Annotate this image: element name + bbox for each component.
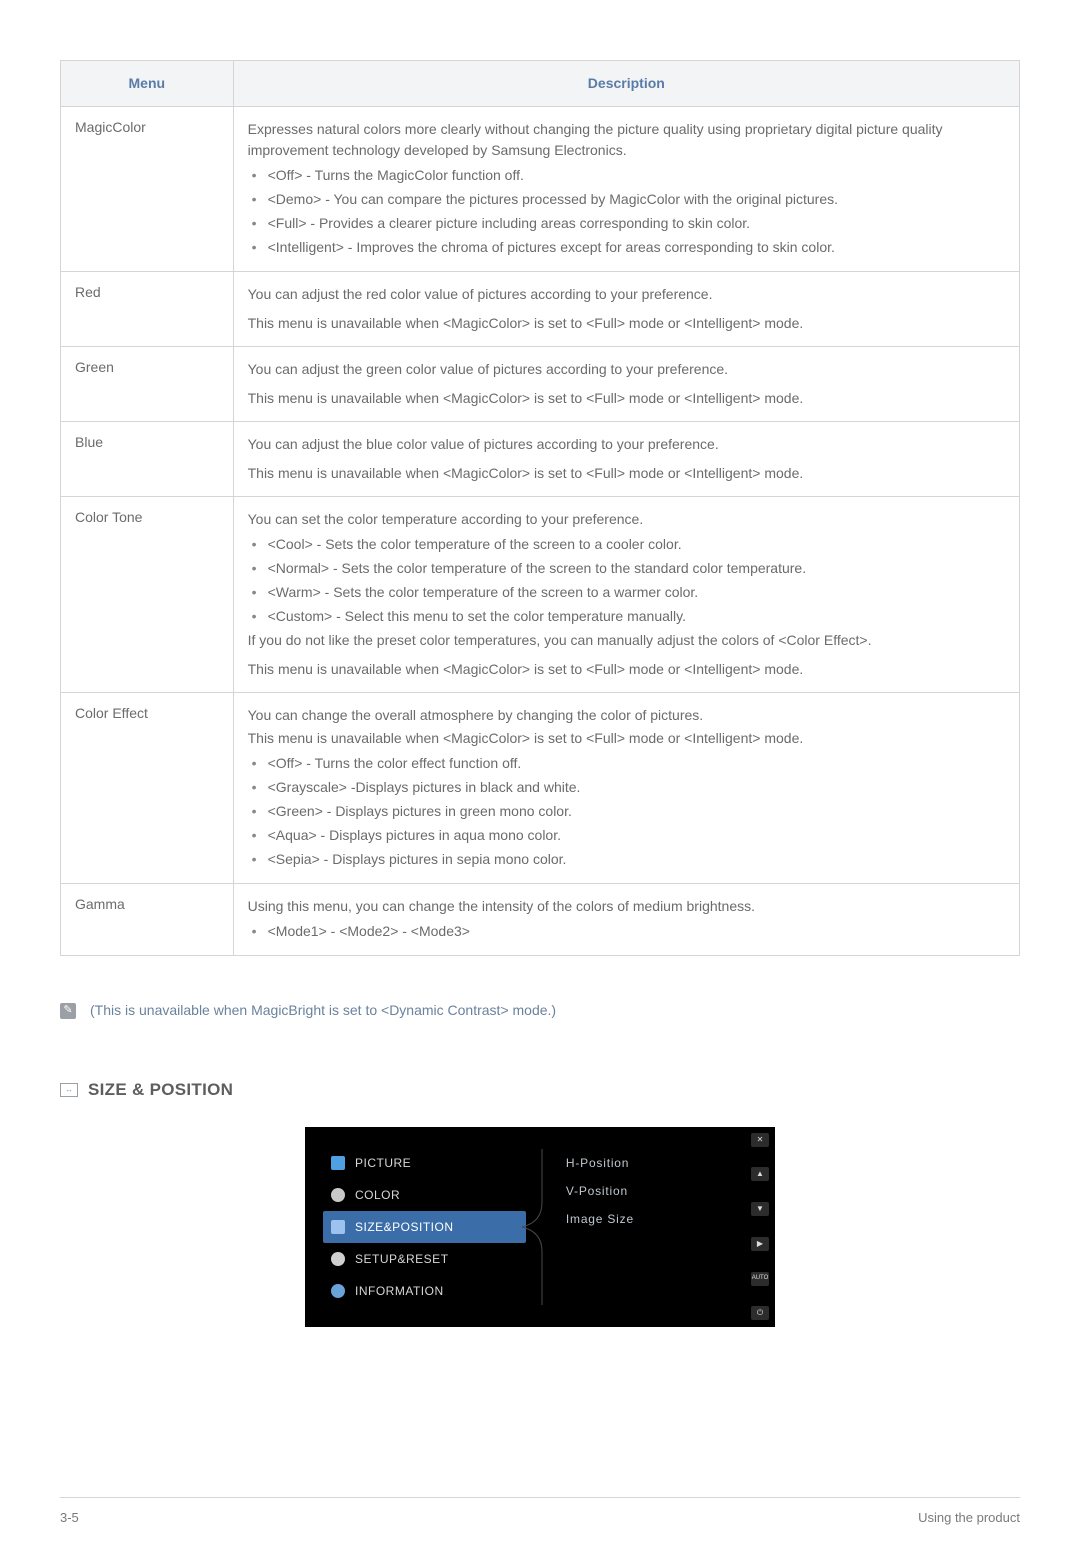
menu-name-cell: MagicColor: [61, 107, 234, 272]
bullet-item: <Demo> - You can compare the pictures pr…: [250, 189, 1005, 210]
osd-sub-vposition: V-Position: [566, 1177, 735, 1205]
osd-label-picture: PICTURE: [355, 1154, 411, 1172]
bullet-item: <Mode1> - <Mode2> - <Mode3>: [250, 921, 1005, 942]
footer-page-number: 3-5: [60, 1508, 79, 1528]
description-cell: You can set the color temperature accord…: [233, 497, 1019, 693]
osd-sub-imagesize: Image Size: [566, 1205, 735, 1233]
table-row: Blue You can adjust the blue color value …: [61, 422, 1020, 497]
description-intro: You can adjust the red color value of pi…: [248, 284, 1005, 305]
setup-icon: [331, 1252, 345, 1266]
close-icon: ✕: [751, 1133, 769, 1147]
auto-icon: AUTO: [751, 1272, 769, 1286]
table-row: MagicColor Expresses natural colors more …: [61, 107, 1020, 272]
bullet-list: <Mode1> - <Mode2> - <Mode3>: [248, 921, 1005, 942]
description-afterbullets: If you do not like the preset color temp…: [248, 630, 1005, 651]
bullet-item: <Cool> - Sets the color temperature of t…: [250, 534, 1005, 555]
osd-item-sizeposition: SIZE&POSITION: [323, 1211, 526, 1243]
col-header-description: Description: [233, 61, 1019, 107]
description-cell: You can change the overall atmosphere by…: [233, 693, 1019, 884]
osd-label-setupreset: SETUP&RESET: [355, 1250, 449, 1268]
bullet-item: <Green> - Displays pictures in green mon…: [250, 801, 1005, 822]
description-intro: Expresses natural colors more clearly wi…: [248, 119, 1005, 161]
description-prebullets: This menu is unavailable when <MagicColo…: [248, 728, 1005, 749]
osd-label-sizeposition: SIZE&POSITION: [355, 1218, 454, 1236]
menu-name-cell: Red: [61, 272, 234, 347]
note-icon: ✎: [60, 1003, 76, 1019]
col-header-menu: Menu: [61, 61, 234, 107]
picture-icon: [331, 1156, 345, 1170]
bullet-list: <Off> - Turns the color effect function …: [248, 753, 1005, 870]
enter-icon: ▶: [751, 1237, 769, 1251]
settings-table: Menu Description MagicColor Expresses nat…: [60, 60, 1020, 956]
description-tail: This menu is unavailable when <MagicColo…: [248, 388, 1005, 409]
description-cell: You can adjust the red color value of pi…: [233, 272, 1019, 347]
osd-item-information: INFORMATION: [323, 1275, 526, 1307]
osd-screenshot: PICTURE COLOR SIZE&POSITION SETUP&RESET …: [305, 1127, 775, 1327]
osd-label-information: INFORMATION: [355, 1282, 444, 1300]
osd-submenu: H-Position V-Position Image Size: [526, 1127, 745, 1327]
description-cell: You can adjust the blue color value of p…: [233, 422, 1019, 497]
description-cell: Expresses natural colors more clearly wi…: [233, 107, 1019, 272]
osd-label-color: COLOR: [355, 1186, 400, 1204]
table-row: Red You can adjust the red color value of…: [61, 272, 1020, 347]
menu-name-cell: Green: [61, 347, 234, 422]
menu-name-cell: Blue: [61, 422, 234, 497]
description-tail: This menu is unavailable when <MagicColo…: [248, 659, 1005, 680]
bullet-item: <Grayscale> -Displays pictures in black …: [250, 777, 1005, 798]
bullet-item: <Full> - Provides a clearer picture incl…: [250, 213, 1005, 234]
table-row: Green You can adjust the green color valu…: [61, 347, 1020, 422]
menu-name-cell: Gamma: [61, 884, 234, 956]
description-cell: You can adjust the green color value of …: [233, 347, 1019, 422]
bullet-item: <Off> - Turns the MagicColor function of…: [250, 165, 1005, 186]
bullet-item: <Aqua> - Displays pictures in aqua mono …: [250, 825, 1005, 846]
table-row: Gamma Using this menu, you can change the…: [61, 884, 1020, 956]
section-title: SIZE & POSITION: [88, 1077, 233, 1103]
size-position-icon: ↔: [60, 1083, 78, 1097]
menu-name-cell: Color Tone: [61, 497, 234, 693]
osd-item-picture: PICTURE: [323, 1147, 526, 1179]
power-icon: ⏻: [751, 1306, 769, 1320]
description-tail: This menu is unavailable when <MagicColo…: [248, 313, 1005, 334]
table-row: Color Tone You can set the color temperat…: [61, 497, 1020, 693]
down-icon: ▼: [751, 1202, 769, 1216]
description-intro: You can set the color temperature accord…: [248, 509, 1005, 530]
osd-sub-hposition: H-Position: [566, 1149, 735, 1177]
note-text: (This is unavailable when MagicBright is…: [90, 1000, 556, 1021]
bullet-list: <Off> - Turns the MagicColor function of…: [248, 165, 1005, 258]
osd-side-buttons: ✕ ▲ ▼ ▶ AUTO ⏻: [745, 1127, 775, 1327]
menu-name-cell: Color Effect: [61, 693, 234, 884]
footer-section-name: Using the product: [918, 1508, 1020, 1528]
bullet-item: <Warm> - Sets the color temperature of t…: [250, 582, 1005, 603]
osd-item-color: COLOR: [323, 1179, 526, 1211]
description-cell: Using this menu, you can change the inte…: [233, 884, 1019, 956]
table-row: Color Effect You can change the overall a…: [61, 693, 1020, 884]
color-icon: [331, 1188, 345, 1202]
page-footer: 3-5 Using the product: [60, 1497, 1020, 1528]
bullet-item: <Custom> - Select this menu to set the c…: [250, 606, 1005, 627]
description-tail: This menu is unavailable when <MagicColo…: [248, 463, 1005, 484]
description-intro: Using this menu, you can change the inte…: [248, 896, 1005, 917]
bullet-item: <Off> - Turns the color effect function …: [250, 753, 1005, 774]
sizeposition-icon: [331, 1220, 345, 1234]
up-icon: ▲: [751, 1167, 769, 1181]
description-intro: You can change the overall atmosphere by…: [248, 705, 1005, 726]
section-heading: ↔ SIZE & POSITION: [60, 1077, 1020, 1103]
bullet-item: <Normal> - Sets the color temperature of…: [250, 558, 1005, 579]
bullet-item: <Intelligent> - Improves the chroma of p…: [250, 237, 1005, 258]
bullet-list: <Cool> - Sets the color temperature of t…: [248, 534, 1005, 627]
note-row: ✎ (This is unavailable when MagicBright …: [60, 1000, 1020, 1021]
description-intro: You can adjust the green color value of …: [248, 359, 1005, 380]
bullet-item: <Sepia> - Displays pictures in sepia mon…: [250, 849, 1005, 870]
osd-item-setupreset: SETUP&RESET: [323, 1243, 526, 1275]
osd-menu-list: PICTURE COLOR SIZE&POSITION SETUP&RESET …: [305, 1127, 526, 1327]
info-icon: [331, 1284, 345, 1298]
description-intro: You can adjust the blue color value of p…: [248, 434, 1005, 455]
